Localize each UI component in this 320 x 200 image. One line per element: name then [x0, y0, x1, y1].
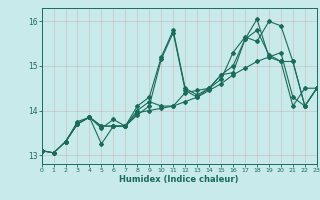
- X-axis label: Humidex (Indice chaleur): Humidex (Indice chaleur): [119, 175, 239, 184]
